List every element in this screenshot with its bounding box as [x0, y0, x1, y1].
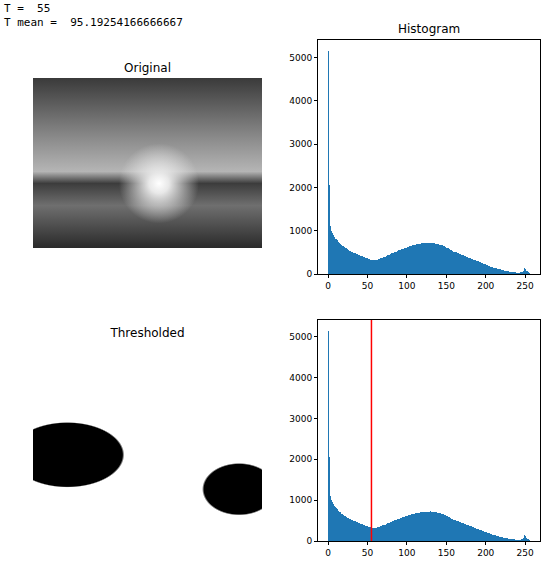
svg-text:2000: 2000 [289, 454, 312, 464]
svg-text:100: 100 [398, 548, 415, 558]
svg-text:2000: 2000 [289, 183, 312, 193]
svg-text:0: 0 [306, 536, 312, 546]
svg-text:3000: 3000 [289, 139, 312, 149]
html-text:Original: Original [124, 61, 171, 75]
svg-text:5000: 5000 [289, 332, 312, 342]
svg-text:100: 100 [398, 281, 415, 291]
svg-text:Histogram: Histogram [398, 22, 460, 36]
svg-text:50: 50 [362, 548, 374, 558]
svg-text:0: 0 [325, 281, 331, 291]
svg-text:1000: 1000 [289, 226, 312, 236]
svg-text:0: 0 [306, 269, 312, 279]
svg-text:150: 150 [438, 281, 455, 291]
svg-text:150: 150 [438, 548, 455, 558]
html-text:T = 55: T = 55 [4, 2, 51, 15]
html-text:Thresholded: Thresholded [110, 326, 185, 340]
svg-text:4000: 4000 [289, 373, 312, 383]
svg-text:3000: 3000 [289, 414, 312, 424]
svg-text:200: 200 [477, 281, 494, 291]
svg-text:4000: 4000 [289, 96, 312, 106]
svg-text:200: 200 [477, 548, 494, 558]
svg-text:1000: 1000 [289, 495, 312, 505]
svg-text:5000: 5000 [289, 53, 312, 63]
svg-text:50: 50 [362, 281, 374, 291]
svg-text:0: 0 [325, 548, 331, 558]
svg-text:250: 250 [517, 548, 534, 558]
html-text:T mean = 95.19254166666667: T mean = 95.19254166666667 [4, 16, 183, 29]
svg-text:250: 250 [517, 281, 534, 291]
